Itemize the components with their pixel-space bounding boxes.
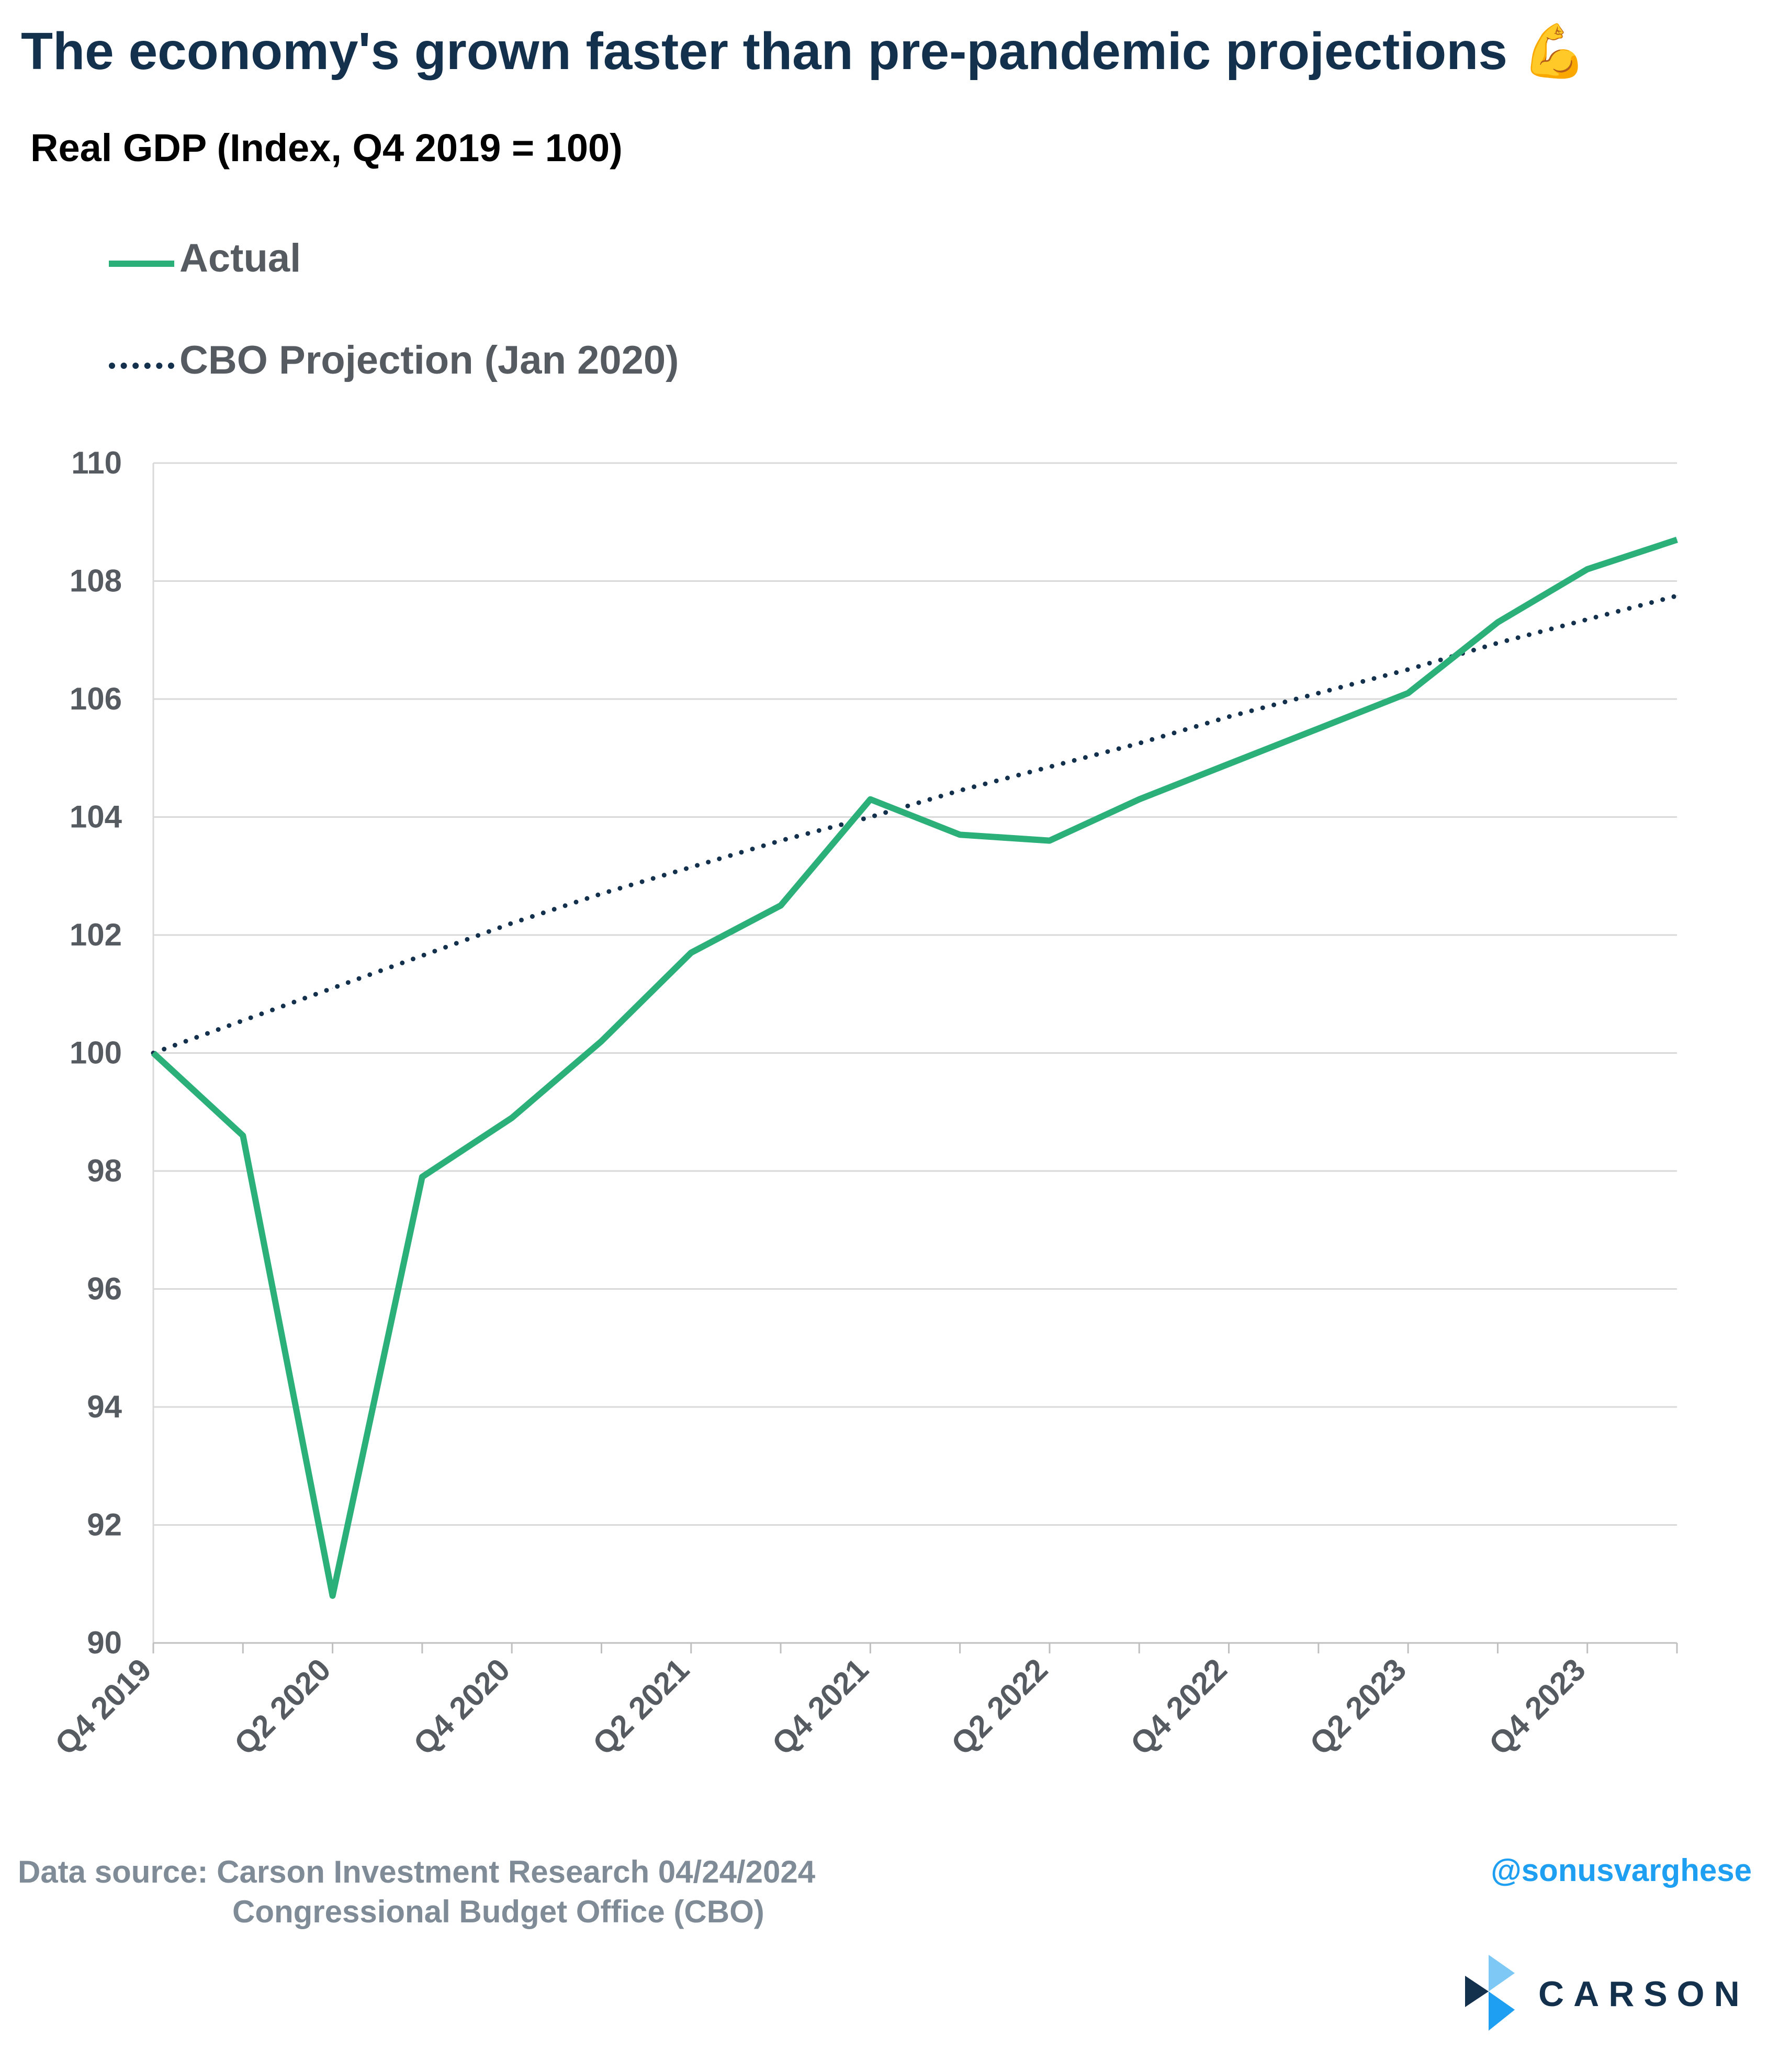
- y-tick-label: 108: [70, 564, 122, 599]
- flexed-biceps-icon: 💪: [1522, 22, 1587, 81]
- x-tick-label: Q2 2022: [944, 1652, 1054, 1762]
- carson-logo: CARSON: [1460, 1952, 1753, 2035]
- source-line-2: Congressional Budget Office (CBO): [232, 1894, 764, 1929]
- line-chart: 90 92 94 96 98 100 102 104 106 108 110 Q4 2019 Q2 20…: [48, 445, 1680, 1762]
- carson-wordmark: CARSON: [1538, 1974, 1749, 2014]
- data-source: Data source: Carson Investment Research …: [18, 1852, 815, 1932]
- y-tick-label: 96: [87, 1271, 122, 1307]
- x-tick-label: Q2 2021: [586, 1652, 696, 1762]
- y-tick-label: 110: [71, 445, 122, 480]
- x-tick-label: Q4 2019: [48, 1652, 158, 1762]
- series-line-actual: [151, 536, 1678, 1599]
- x-tick-label: Q4 2023: [1482, 1652, 1592, 1762]
- y-tick-label: 104: [70, 799, 122, 835]
- legend-swatch-cbo: [109, 363, 174, 369]
- data-point-cbo-14: [1408, 669, 1409, 670]
- chart-subtitle: Real GDP (Index, Q4 2019 = 100): [30, 126, 623, 170]
- legend-swatch-actual: [109, 261, 174, 267]
- data-point-actual-15: [1497, 622, 1498, 623]
- y-tick-label: 98: [87, 1153, 122, 1188]
- twitter-handle[interactable]: @sonusvarghese: [1491, 1853, 1752, 1888]
- x-tick-label: Q4 2021: [765, 1652, 875, 1762]
- source-line-1: Data source: Carson Investment Research …: [18, 1854, 816, 1889]
- data-point-cbo-11: [1139, 743, 1140, 744]
- y-tick-label: 92: [87, 1507, 122, 1542]
- data-point-actual-13: [1318, 728, 1319, 729]
- x-tick-label: Q2 2023: [1303, 1652, 1413, 1762]
- legend-label-actual: Actual: [179, 236, 301, 280]
- y-tick-label: 102: [70, 917, 122, 952]
- x-tick-label: Q4 2022: [1124, 1652, 1234, 1762]
- y-tick-label: 100: [70, 1035, 122, 1071]
- x-tick-label: Q4 2020: [407, 1652, 516, 1762]
- chart-title-text: The economy's grown faster than pre-pand…: [21, 22, 1507, 81]
- y-tick-label: 90: [87, 1625, 122, 1660]
- y-tick-label: 94: [87, 1389, 122, 1424]
- chart-title: The economy's grown faster than pre-pand…: [21, 21, 1587, 82]
- data-point-actual-2: [332, 1595, 333, 1596]
- carson-logo-icon: [1465, 1955, 1515, 2031]
- x-tick-label: Q2 2020: [228, 1652, 337, 1762]
- y-tick-label: 106: [70, 681, 122, 716]
- data-point-actual-10: [1049, 840, 1050, 841]
- legend-label-cbo: CBO Projection (Jan 2020): [179, 338, 679, 382]
